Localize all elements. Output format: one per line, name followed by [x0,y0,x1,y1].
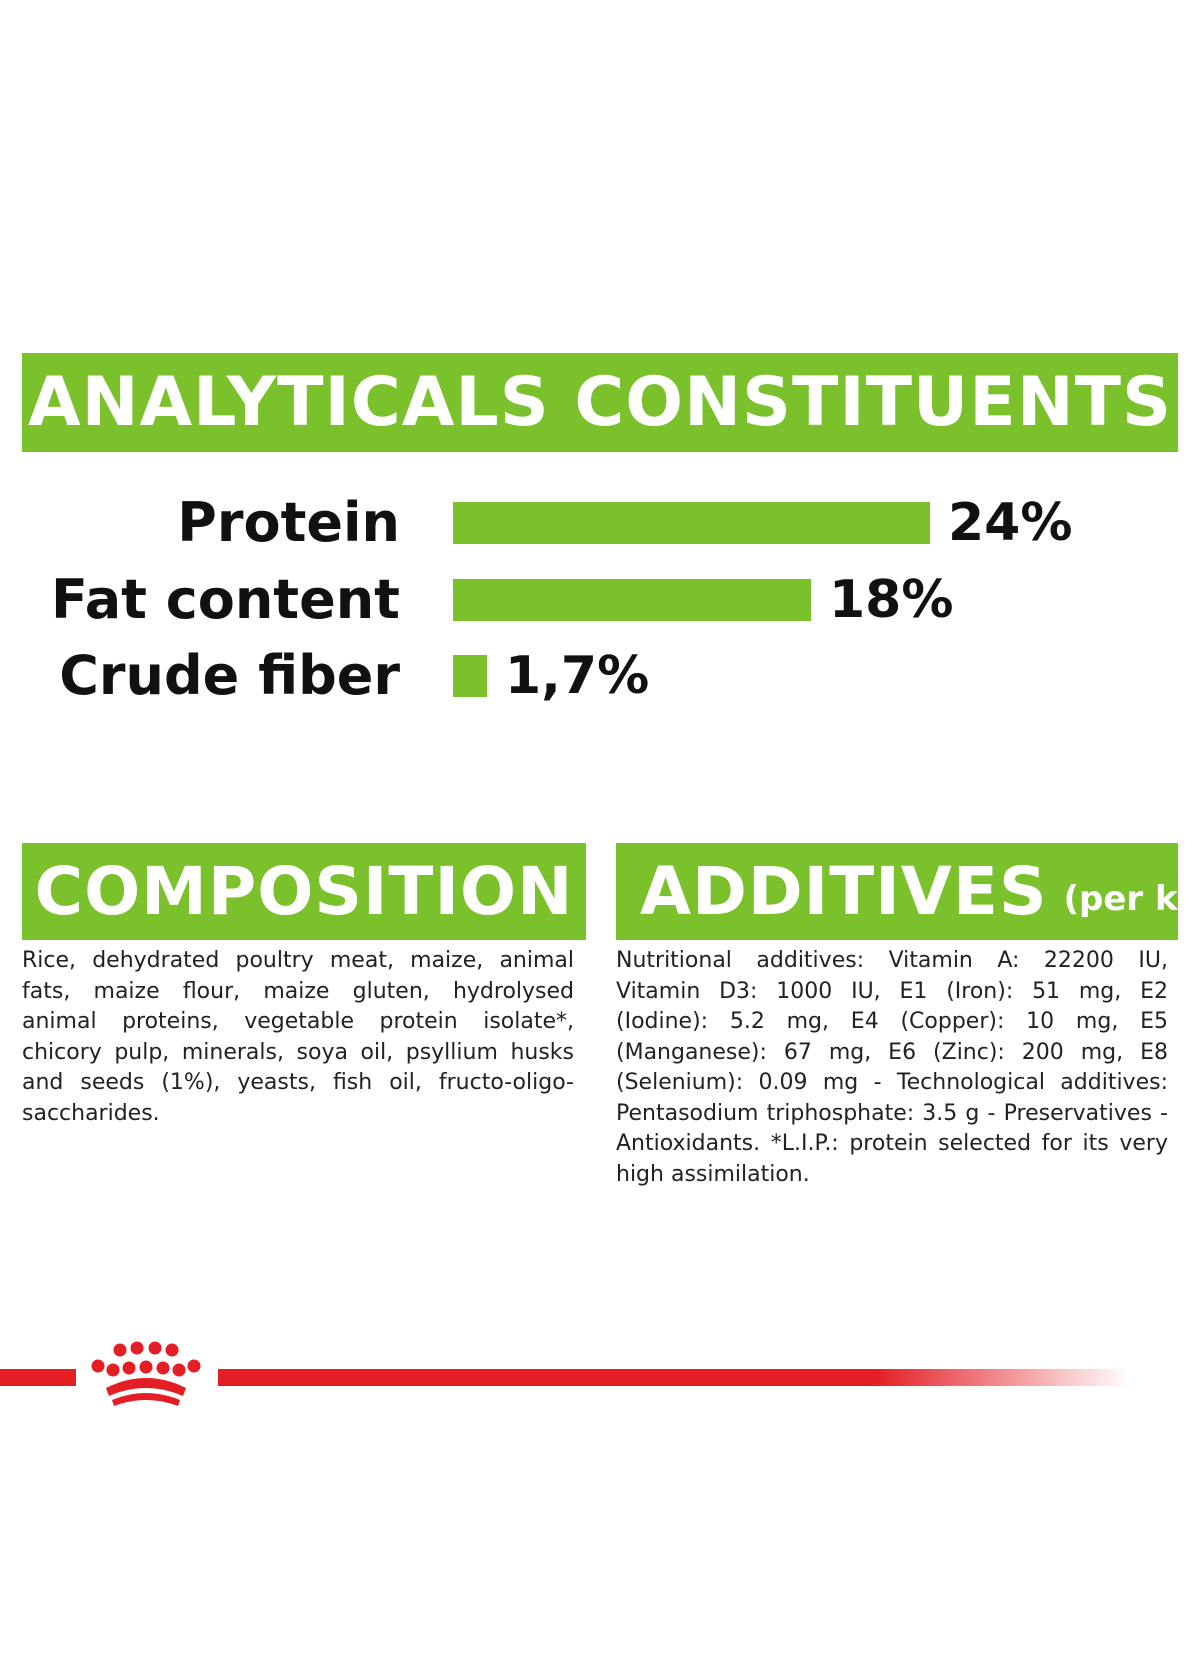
additives-subtitle: (per kg) [1063,878,1200,919]
nutrient-row-crude-fiber: Crude fiber 1,7% [0,644,1200,707]
analytics-title-banner: ANALYTICALS CONSTITUENTS [22,353,1178,452]
composition-title: COMPOSITION [34,853,574,930]
nutrient-row-fat-content: Fat content 18% [0,568,1200,631]
nutrient-value: 18% [829,570,954,630]
nutrient-label: Crude fiber [59,644,400,707]
analytics-title: ANALYTICALS CONSTITUENTS [28,363,1172,442]
composition-title-banner: COMPOSITION [22,843,586,940]
nutrient-bar [453,579,811,621]
footer-red-line-left [0,1369,76,1386]
nutrient-label: Protein [177,491,400,554]
nutrient-bar [453,655,487,697]
additives-title: ADDITIVES [640,853,1048,930]
nutrient-value: 1,7% [505,646,650,706]
royal-canin-crown-icon [91,1341,201,1406]
footer-red-line-right [218,1369,1130,1386]
additives-text: Nutritional additives: Vitamin A: 22200 … [616,948,1168,1187]
nutrient-value: 24% [948,493,1073,553]
nutrient-label: Fat content [50,568,400,631]
nutrient-bar [453,502,930,544]
nutrient-row-protein: Protein 24% [0,491,1200,554]
additives-title-banner: ADDITIVES (per kg) [616,843,1200,940]
composition-text: Rice, dehydrated poultry meat, maize, an… [22,948,574,1126]
